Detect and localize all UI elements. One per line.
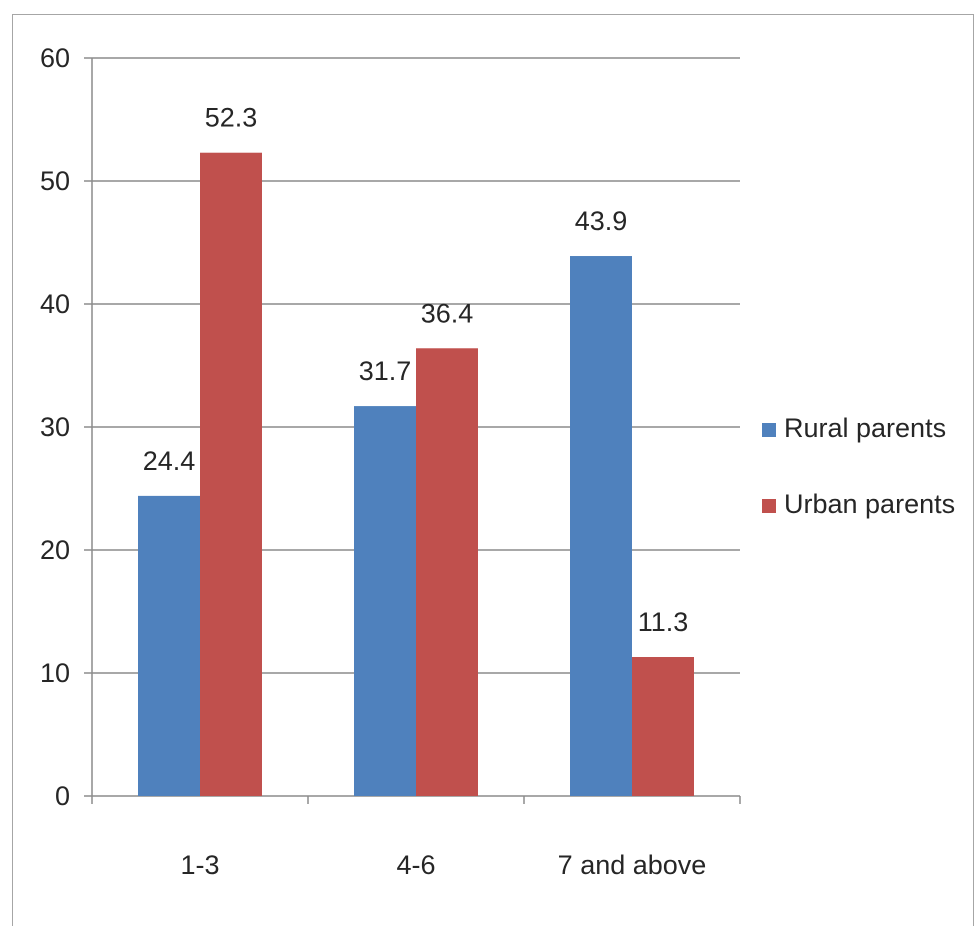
y-tick-label: 60 [40, 43, 70, 73]
legend-swatch [762, 499, 776, 513]
data-label: 36.4 [421, 298, 474, 328]
x-tick-label: 4-6 [396, 850, 435, 880]
y-tick-label: 50 [40, 166, 70, 196]
data-label: 11.3 [638, 607, 689, 637]
y-tick-label: 20 [40, 535, 70, 565]
bars [138, 152, 694, 796]
data-label: 52.3 [205, 103, 258, 133]
bar-rural-1 [354, 406, 416, 796]
data-label: 24.4 [143, 446, 196, 476]
legend-label: Rural parents [784, 413, 946, 443]
chart-frame [12, 14, 974, 926]
bar-urban-2 [632, 657, 694, 796]
legend: Rural parents Urban parents [762, 413, 955, 519]
data-label: 31.7 [359, 356, 412, 386]
bar-urban-0 [200, 152, 262, 796]
y-tick-label: 30 [40, 412, 70, 442]
data-labels: 24.4 52.3 31.7 36.4 43.9 11.3 [143, 103, 689, 637]
x-tick-label: 1-3 [180, 850, 219, 880]
y-tick-label: 0 [55, 781, 70, 811]
data-label: 43.9 [575, 206, 628, 236]
bar-rural-2 [570, 256, 632, 796]
bar-rural-0 [138, 495, 200, 796]
legend-swatch [762, 423, 776, 437]
axes: 0 10 20 30 40 50 60 1-3 4-6 7 and above [40, 43, 741, 880]
y-tick-label: 10 [40, 658, 70, 688]
legend-label: Urban parents [784, 489, 955, 519]
x-tick-label: 7 and above [558, 850, 707, 880]
y-tick-label: 40 [40, 289, 70, 319]
bar-urban-1 [416, 348, 478, 796]
